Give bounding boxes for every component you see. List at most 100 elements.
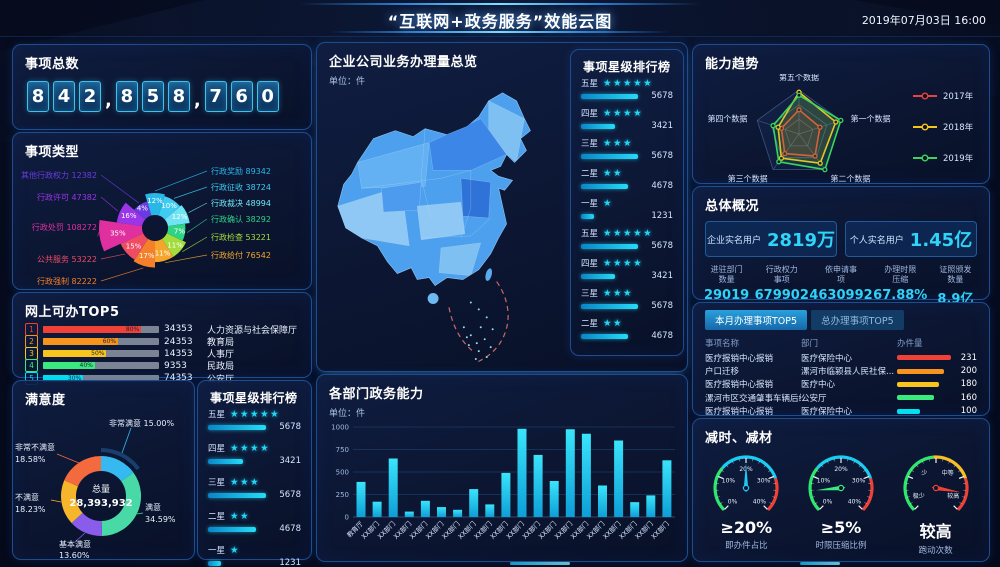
progress-bar: 50%: [43, 350, 159, 358]
donut-slice: [60, 480, 83, 523]
svg-text:13.60%: 13.60%: [59, 551, 90, 560]
panel-title: 各部门政务能力: [329, 387, 424, 402]
map-islands: [462, 301, 494, 361]
panel-title: 事项类型: [25, 145, 80, 160]
svg-text:0%: 0%: [728, 498, 738, 505]
map-hainan: [427, 293, 439, 304]
tab-total-top5[interactable]: 总办理事项TOP5: [811, 310, 904, 330]
star-icons: ★★: [603, 167, 624, 179]
map-taiwan: [485, 268, 493, 281]
rank-badge: 4: [25, 359, 38, 373]
gauge-dial: 0%10%20%30%40%: [808, 455, 874, 512]
star-icons: ★★★★: [230, 442, 271, 454]
personal-users-card: 个人实名用户 1.45亿: [845, 221, 977, 257]
star-value-bar: [581, 333, 638, 339]
dept-bar: [533, 454, 543, 517]
svg-text:16%: 16%: [121, 212, 137, 220]
svg-text:10%: 10%: [161, 202, 177, 210]
svg-text:40%: 40%: [848, 498, 862, 505]
online-top5-list: 1 80% 34353 人力资源与社会保障厅 2 60% 24353 教育局 3 50% 14353…: [13, 322, 311, 385]
progress-bar: 30%: [43, 374, 159, 382]
dept-bar: [501, 472, 511, 517]
dept-bar: [485, 504, 495, 517]
value-label: 34353: [164, 324, 193, 335]
panel-title: 能力趋势: [705, 57, 760, 72]
digit-box: 5: [141, 81, 164, 112]
legend-item-2019年[interactable]: 2019年: [913, 153, 974, 164]
svg-text:1000: 1000: [331, 424, 349, 432]
svg-text:不满意: 不满意: [15, 492, 39, 502]
stat-item: 进驻部门 数量 29019: [699, 265, 754, 307]
star-value-bar: [581, 183, 638, 189]
capability-trend-panel: 能力趋势 第一个数据 第二个数据 第三个数据 第四个数据 第五个数据 2017年 2018年…: [692, 44, 990, 184]
stat-value: 4630992: [809, 287, 873, 303]
svg-text:40%: 40%: [753, 498, 767, 505]
star-row: 五星 ★★★★★ 5678: [581, 77, 673, 101]
legend-item-2017年[interactable]: 2017年: [913, 91, 974, 102]
rose-slice: [120, 233, 148, 260]
dept-label: 人事厅: [207, 350, 235, 361]
star-row: 三星 ★★★ 5678: [581, 287, 673, 311]
star-value-bar: [208, 492, 266, 498]
star-row: 一星 ★ 1231: [581, 197, 673, 221]
digit-box: 4: [53, 81, 75, 112]
svg-text:35%: 35%: [110, 229, 126, 237]
dept-bar: [356, 481, 366, 517]
tab-monthly-top5[interactable]: 本月办理事项TOP5: [705, 310, 808, 330]
legend-item-2018年[interactable]: 2018年: [913, 122, 974, 133]
digit-box: 6: [230, 81, 253, 112]
donut-slice: [101, 456, 134, 482]
dept-bar: [614, 440, 624, 517]
radar-series-2018年: [777, 90, 837, 165]
dept-bar: [437, 507, 446, 517]
volume-bar: [897, 395, 955, 401]
header-glow-line: [300, 3, 700, 5]
map-unit-label: 单位：件: [329, 77, 366, 87]
dept-bar: [662, 460, 672, 517]
progress-bar: 40%: [43, 362, 159, 370]
dept-bar: [469, 489, 479, 517]
satisfaction-donut-chart: 非常满意 15.00% 满意 34.59% 基本满意 13.60% 不满意 18.23% 非常…: [15, 418, 176, 560]
svg-text:12%: 12%: [147, 197, 163, 205]
overview-highlights: 企业实名用户 2819万 个人实名用户 1.45亿: [693, 216, 989, 257]
stat-value: 679902: [754, 287, 809, 303]
star-icons: ★★★: [603, 137, 634, 149]
donut-highlight-arc: [101, 448, 140, 471]
radar-axis-label: 第五个数据: [779, 74, 819, 82]
stat-item: 行政权力 事项 679902: [754, 265, 809, 303]
svg-text:17%: 17%: [139, 252, 155, 260]
header: “互联网+政务服务”效能云图 2019年07月03日 16:00: [0, 0, 1000, 37]
donut-slice: [71, 512, 102, 537]
item-types-panel: 事项类型 12% 行政奖励 89342 10% 行政征收 38724 12% 行政裁决 4…: [12, 132, 312, 290]
volume-bar: [897, 381, 955, 387]
star-row: 二星 ★★ 4678: [208, 510, 301, 534]
panel-title: 总体概况: [705, 199, 760, 214]
star-value-bar: [581, 303, 638, 309]
online-top5-panel: 网上可办TOP5 1 80% 34353 人力资源与社会保障厅 2 60% 24353 教育局…: [12, 292, 312, 385]
rose-slice: [99, 220, 144, 252]
donut-center-value: 28,393,932: [69, 498, 132, 509]
rose-label: 行政检查 53221: [211, 232, 271, 242]
star-row: 一星 ★ 1231: [208, 544, 301, 567]
rose-label: 行政处罚 108272: [32, 222, 97, 232]
svg-text:250: 250: [336, 491, 349, 499]
star-row: 四星 ★★★★ 3421: [208, 442, 301, 466]
stat-item: 依申请事项 4630992: [809, 265, 873, 303]
svg-text:4%: 4%: [137, 204, 148, 212]
digit-box: 2: [79, 81, 101, 112]
stat-label: 个人实名用户: [849, 235, 904, 246]
gauge-value: ≥5%: [820, 518, 862, 537]
gauge: 极少少中等 较高 较高 跑动次数: [888, 450, 983, 556]
star-row: 四星 ★★★★ 3421: [581, 107, 673, 131]
table-row: 户口迁移 漯河市临颍县人民社保... 200: [705, 366, 977, 378]
star-icons: ★★★: [230, 476, 261, 488]
gauge: 0%10%20%30%40%≥20%即办件占比: [699, 450, 794, 556]
dept-bar: [630, 502, 640, 517]
svg-text:34.59%: 34.59%: [145, 515, 176, 524]
stat-value: 29019: [703, 287, 750, 303]
rose-label: 公共服务 53222: [37, 254, 97, 264]
gauge-dial: 0%10%20%30%40%: [713, 455, 779, 512]
comma: ,: [193, 90, 201, 111]
